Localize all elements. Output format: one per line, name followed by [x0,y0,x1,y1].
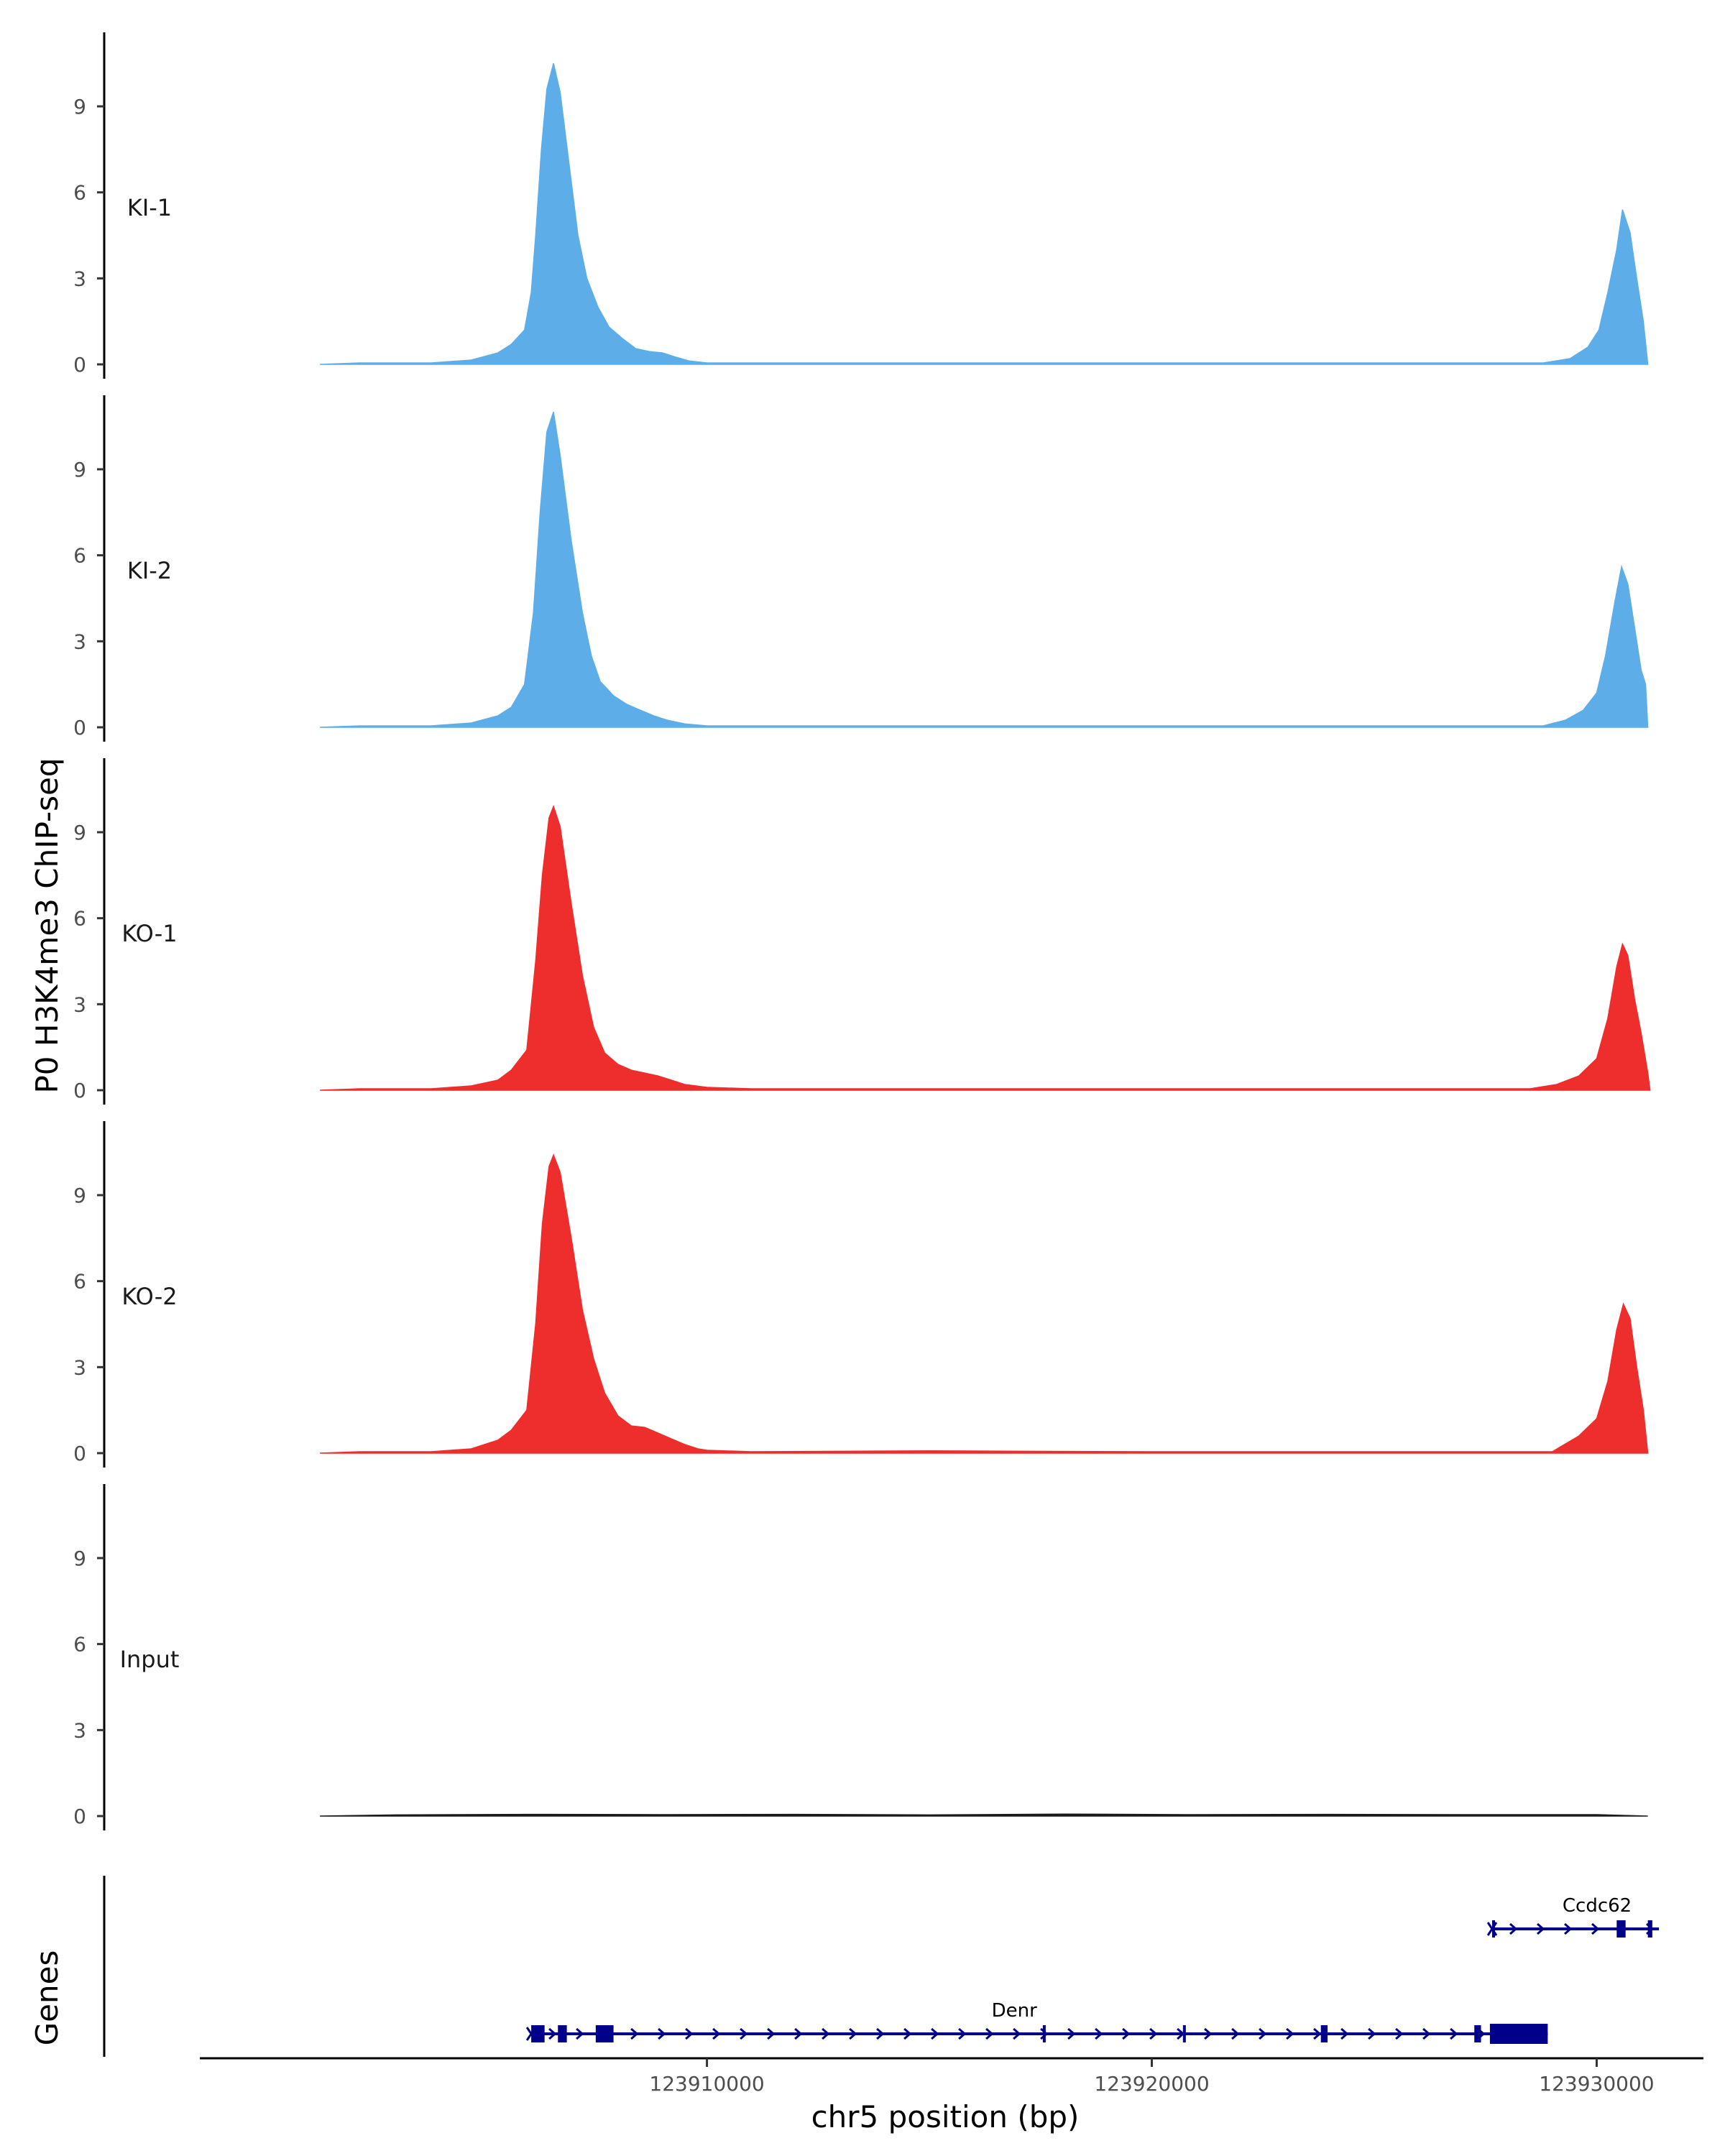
track-ki-2: 0 3 6 9 KI-2 [73,395,1649,742]
strand-arrow [630,2027,639,2040]
gene-denr: Denr [525,2000,1548,2044]
strand-arrow [1368,2027,1376,2040]
y-tick-label: 6 [73,181,86,205]
y-tick-label: 3 [73,992,86,1016]
exon [1492,1920,1496,1938]
exon [1616,1920,1626,1938]
strand-arrow [548,2027,557,2040]
strand-arrow [903,2027,912,2040]
y-tick-label: 3 [73,630,86,653]
exon [1647,1920,1652,1938]
strand-arrow [1564,1922,1573,1935]
strand-arrow [849,2027,857,2040]
gene-name-label: Ccdc62 [1563,1895,1632,1917]
strand-arrow [767,2027,776,2040]
x-tick-label: 123910000 [649,2072,764,2096]
exon [1320,2025,1328,2042]
strand-arrow [1040,2027,1049,2040]
y-tick-label: 3 [73,267,86,290]
strand-arrow [1067,2027,1076,2040]
strand-arrow [1537,1922,1545,1935]
strand-arrow [1340,2027,1349,2040]
y-tick-label: 3 [73,1355,86,1379]
x-tick-label: 123920000 [1094,2072,1209,2096]
signal-tracks: 0 3 6 9 KI-1 0 3 6 9 KI-2 0 3 6 9 KO-1 0 3 6 9 KO-2 0 3 6 9 Inpu… [73,32,1651,1830]
strand-arrow [1013,2027,1021,2040]
genes-axis-title: Genes [29,1950,65,2046]
strand-arrow [1259,2027,1267,2040]
track-label: Input [120,1646,180,1673]
strand-arrow [1509,1922,1518,1935]
strand-arrow [958,2027,967,2040]
strand-arrow [1149,2027,1158,2040]
strand-arrow [1395,2027,1404,2040]
signal-area-ko-2 [320,1153,1649,1454]
track-ko-1: 0 3 6 9 KO-1 [73,758,1651,1105]
strand-arrow [1286,2027,1294,2040]
strand-arrow [576,2027,584,2040]
y-tick-label: 0 [73,1805,86,1828]
exon [1182,2025,1186,2042]
y-tick-label: 6 [73,1270,86,1294]
strand-arrow [740,2027,748,2040]
y-tick-label: 9 [73,821,86,844]
track-ki-1: 0 3 6 9 KI-1 [73,32,1649,379]
exon [558,2025,567,2042]
y-tick-label: 6 [73,907,86,931]
y-tick-label: 0 [73,1442,86,1465]
strand-arrow [822,2027,830,2040]
track-ko-2: 0 3 6 9 KO-2 [73,1121,1649,1468]
track-label: KO-1 [121,920,177,947]
strand-arrow [931,2027,939,2040]
signal-area-ki-1 [320,63,1649,365]
y-axis-title: P0 H3K4me3 ChIP-seq [29,757,65,1093]
exon [1489,2024,1548,2044]
strand-arrow [1591,1922,1600,1935]
strand-arrow [1204,2027,1213,2040]
track-label: KO-2 [121,1283,177,1310]
signal-area-input [320,1813,1648,1817]
strand-arrow [794,2027,803,2040]
x-axis-title: chr5 position (bp) [811,2099,1080,2134]
strand-arrow [985,2027,994,2040]
strand-arrow [876,2027,885,2040]
y-tick-label: 9 [73,1184,86,1207]
y-tick-label: 0 [73,716,86,740]
exon [531,2025,545,2042]
gene-annotation-track: Ccdc62 Denr [103,1876,1660,2057]
track-label: KI-1 [127,194,172,221]
gene-name-label: Denr [992,2000,1037,2022]
y-tick-label: 0 [73,1079,86,1102]
exon [1474,2025,1481,2042]
y-tick-label: 9 [73,95,86,119]
signal-area-ko-1 [320,804,1651,1091]
strand-arrow [685,2027,694,2040]
y-tick-label: 9 [73,1547,86,1570]
strand-arrow [712,2027,721,2040]
strand-arrow [1422,2027,1431,2040]
track-label: KI-2 [127,557,172,584]
y-tick-label: 6 [73,1633,86,1657]
strand-arrow [1095,2027,1103,2040]
strand-arrow [1450,2027,1458,2040]
exon [1042,2025,1046,2042]
strand-arrow [1231,2027,1240,2040]
x-tick-label: 123930000 [1539,2072,1654,2096]
y-tick-label: 6 [73,544,86,568]
signal-area-ki-2 [320,411,1649,728]
gene-ccdc62: Ccdc62 [1486,1895,1660,1938]
strand-arrow [1122,2027,1131,2040]
strand-arrow [658,2027,666,2040]
y-tick-label: 0 [73,353,86,377]
exon [595,2025,614,2042]
x-axis: 123910000 123920000 123930000 [200,2057,1703,2096]
y-tick-label: 3 [73,1718,86,1742]
strand-arrow [1313,2027,1322,2040]
y-tick-label: 9 [73,458,86,482]
track-input: 0 3 6 9 Input [73,1484,1648,1830]
